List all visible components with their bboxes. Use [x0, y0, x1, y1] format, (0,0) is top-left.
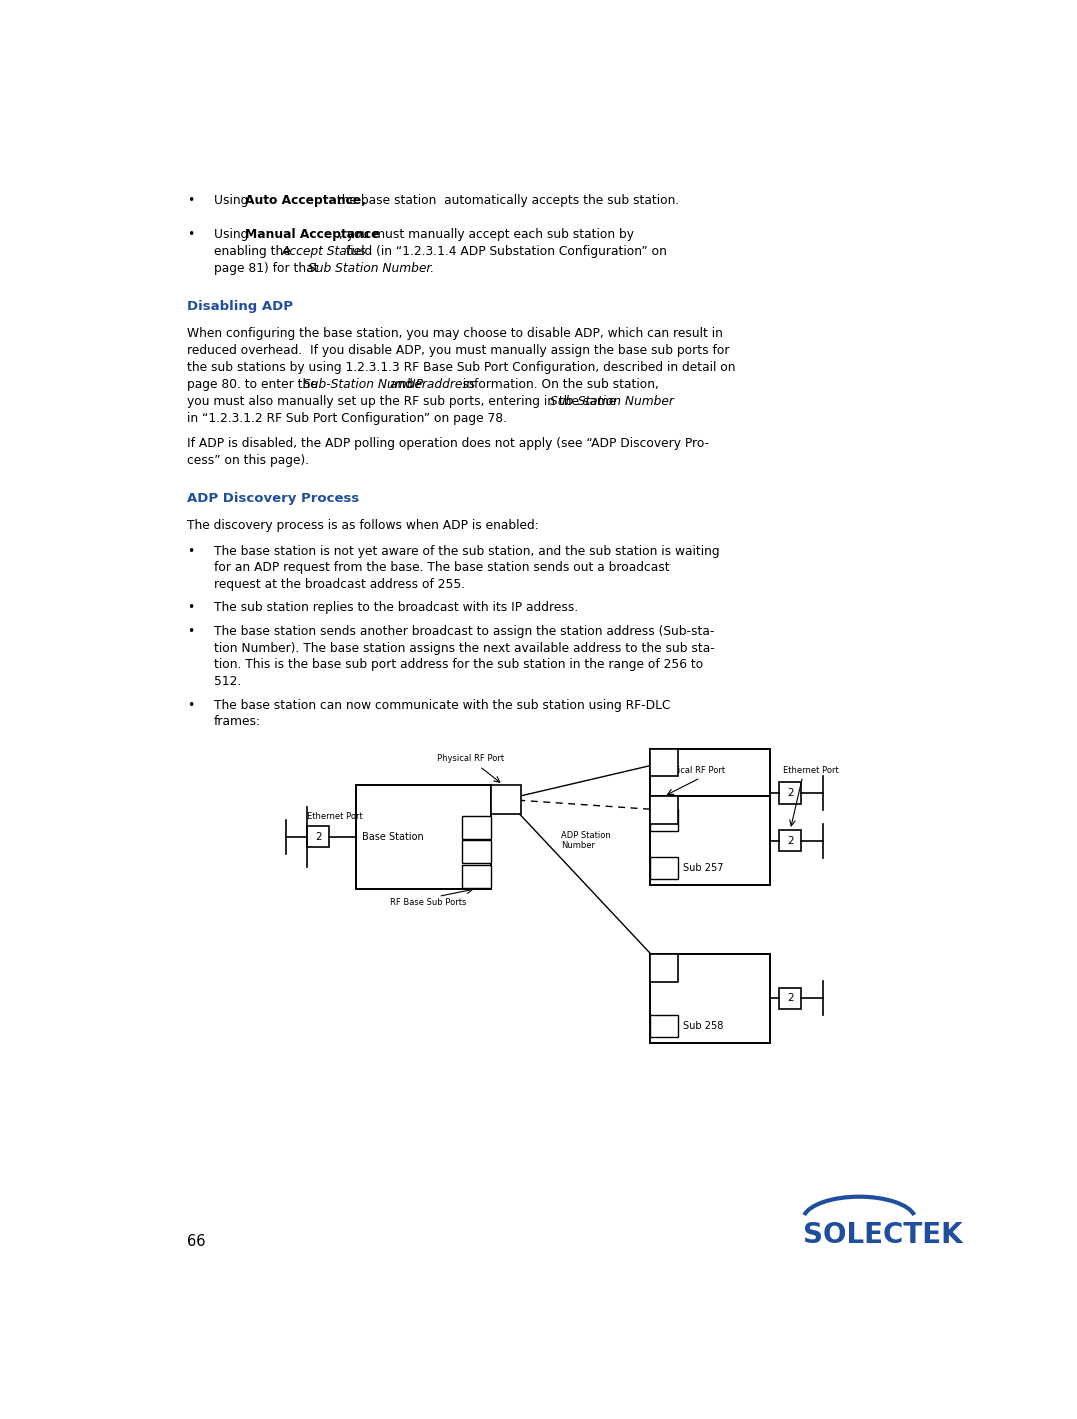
Text: The base station is not yet aware of the sub station, and the sub station is wai: The base station is not yet aware of the… — [213, 545, 719, 558]
Bar — [651, 749, 677, 776]
Text: 3: 3 — [660, 805, 668, 815]
Text: 66: 66 — [187, 1233, 206, 1249]
Text: 2: 2 — [787, 788, 794, 797]
Text: field (in “1.2.3.1.4 ADP Substation Configuration” on: field (in “1.2.3.1.4 ADP Substation Conf… — [342, 245, 667, 258]
Text: information. On the sub station,: information. On the sub station, — [459, 379, 658, 392]
Bar — [780, 830, 801, 851]
Text: 2: 2 — [787, 836, 794, 846]
Bar — [307, 826, 330, 847]
Text: 256: 256 — [656, 816, 672, 824]
Bar — [651, 796, 677, 824]
Text: cess” on this page).: cess” on this page). — [187, 454, 309, 467]
Text: ADP Discovery Process: ADP Discovery Process — [187, 492, 360, 505]
Text: page 80. to enter the: page 80. to enter the — [187, 379, 322, 392]
Text: •: • — [187, 228, 195, 241]
Text: •: • — [187, 545, 195, 558]
Text: Sub-Station Number: Sub-Station Number — [303, 379, 426, 392]
Text: 3: 3 — [503, 795, 509, 805]
Text: Using: Using — [213, 194, 252, 207]
Text: Sub 258: Sub 258 — [683, 1020, 724, 1030]
Text: and: and — [386, 379, 417, 392]
Text: Auto Acceptance,: Auto Acceptance, — [246, 194, 366, 207]
Text: frames:: frames: — [213, 715, 261, 728]
Bar — [651, 749, 770, 837]
Bar — [462, 816, 491, 839]
Bar — [780, 782, 801, 803]
Bar — [462, 840, 491, 863]
Text: tion. This is the base sub port address for the sub station in the range of 256 : tion. This is the base sub port address … — [213, 658, 703, 671]
Text: the sub stations by using 1.2.3.1.3 RF Base Sub Port Configuration, described in: the sub stations by using 1.2.3.1.3 RF B… — [187, 362, 736, 375]
Bar — [651, 809, 677, 832]
Bar — [462, 864, 491, 888]
Text: the base station  automatically accepts the sub station.: the base station automatically accepts t… — [334, 194, 680, 207]
Text: 258: 258 — [468, 871, 485, 881]
Text: 512.: 512. — [213, 675, 249, 688]
Text: If ADP is disabled, the ADP polling operation does not apply (see “ADP Discovery: If ADP is disabled, the ADP polling oper… — [187, 437, 710, 450]
Text: tion Number). The base station assigns the next available address to the sub sta: tion Number). The base station assigns t… — [213, 641, 714, 654]
Text: Sub Station Number.: Sub Station Number. — [308, 263, 434, 275]
Text: The base station can now communicate with the sub station using RF-DLC: The base station can now communicate wit… — [213, 698, 670, 711]
Text: Disabling ADP: Disabling ADP — [187, 301, 293, 314]
Text: When configuring the base station, you may choose to disable ADP, which can resu: When configuring the base station, you m… — [187, 328, 723, 341]
Text: in “1.2.3.1.2 RF Sub Port Configuration” on page 78.: in “1.2.3.1.2 RF Sub Port Configuration”… — [187, 412, 507, 426]
Text: •: • — [187, 624, 195, 637]
Text: •: • — [187, 602, 195, 614]
Text: Physical RF Port: Physical RF Port — [658, 766, 725, 775]
Bar — [780, 988, 801, 1009]
Text: for an ADP request from the base. The base station sends out a broadcast: for an ADP request from the base. The ba… — [213, 562, 669, 575]
Text: request at the broadcast address of 255.: request at the broadcast address of 255. — [213, 579, 465, 592]
Bar — [651, 1015, 677, 1036]
Text: Base Station: Base Station — [362, 832, 423, 841]
Bar — [651, 857, 677, 878]
Text: RF Base Sub Ports: RF Base Sub Ports — [390, 898, 466, 907]
Text: Accept Status: Accept Status — [282, 245, 366, 258]
Text: Sub 256: Sub 256 — [683, 815, 724, 826]
Text: Sub 257: Sub 257 — [683, 863, 724, 873]
Bar — [355, 785, 491, 888]
Text: •: • — [187, 194, 195, 207]
Text: 3: 3 — [660, 758, 668, 768]
Text: 258: 258 — [656, 1022, 672, 1030]
Text: Physical RF Port: Physical RF Port — [437, 753, 504, 763]
Text: 257: 257 — [468, 847, 485, 856]
Text: IP address: IP address — [412, 379, 475, 392]
Text: enabling the: enabling the — [213, 245, 294, 258]
Text: reduced overhead.  If you disable ADP, you must manually assign the base sub por: reduced overhead. If you disable ADP, yo… — [187, 345, 730, 358]
Text: 2: 2 — [314, 832, 322, 841]
Text: The sub station replies to the broadcast with its IP address.: The sub station replies to the broadcast… — [213, 602, 578, 614]
Text: Ethernet Port: Ethernet Port — [307, 812, 363, 822]
Text: ADP Station
Number: ADP Station Number — [561, 832, 611, 850]
Text: Sub-Station Number: Sub-Station Number — [549, 394, 673, 409]
Text: 2: 2 — [787, 993, 794, 1003]
Text: SOLECTEK: SOLECTEK — [802, 1222, 963, 1249]
Text: Ethernet Port: Ethernet Port — [783, 766, 839, 775]
Text: 3: 3 — [660, 964, 668, 973]
Bar — [651, 954, 770, 1043]
Bar — [651, 954, 677, 982]
Bar — [651, 796, 770, 885]
Text: The base station sends another broadcast to assign the station address (Sub-sta-: The base station sends another broadcast… — [213, 624, 714, 637]
Text: , you must manually accept each sub station by: , you must manually accept each sub stat… — [339, 228, 634, 241]
Bar — [491, 785, 520, 815]
Text: Manual Acceptance: Manual Acceptance — [246, 228, 380, 241]
Text: 257: 257 — [656, 863, 672, 873]
Text: page 81) for that: page 81) for that — [213, 263, 322, 275]
Text: 256: 256 — [468, 823, 485, 832]
Text: The discovery process is as follows when ADP is enabled:: The discovery process is as follows when… — [187, 519, 540, 532]
Text: •: • — [187, 698, 195, 711]
Text: you must also manually set up the RF sub ports, entering in the same: you must also manually set up the RF sub… — [187, 394, 620, 409]
Text: Using: Using — [213, 228, 252, 241]
